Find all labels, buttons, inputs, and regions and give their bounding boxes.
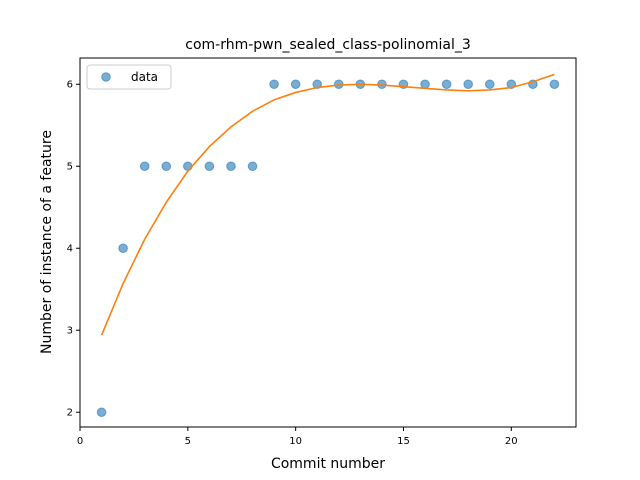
fit-line — [100, 73, 555, 336]
y-axis-label: Number of instance of a feature — [39, 130, 55, 354]
x-axis-label: Commit number — [271, 456, 385, 472]
x-tick-label: 0 — [77, 436, 83, 447]
legend-label: data — [131, 70, 158, 84]
x-tick-label: 15 — [397, 436, 410, 447]
plot-frame — [79, 57, 577, 428]
data-point — [269, 79, 279, 90]
data-point — [441, 79, 452, 90]
data-point — [183, 161, 193, 172]
x-tick-label: 20 — [505, 436, 518, 447]
legend-box — [86, 64, 172, 90]
x-tick-label: 10 — [289, 436, 302, 447]
plot-marks — [96, 73, 560, 418]
legend: data — [86, 64, 172, 90]
data-point — [484, 79, 495, 90]
y-tick-label: 6 — [67, 80, 73, 91]
data-point — [420, 79, 430, 90]
data-point — [247, 161, 258, 172]
data-point — [96, 407, 107, 418]
data-point — [161, 161, 172, 172]
data-point — [312, 79, 323, 90]
y-tick-label: 2 — [67, 408, 73, 419]
data-point — [204, 161, 215, 172]
data-point — [139, 161, 150, 172]
data-point — [226, 161, 236, 172]
data-point — [549, 79, 560, 90]
y-axis-ticks: 2 3 4 5 6 — [67, 80, 80, 419]
x-axis-ticks: 0 5 10 15 20 — [77, 427, 518, 447]
chart-title: com-rhm-pwn_sealed_class-polinomial_3 — [185, 37, 471, 53]
y-tick-label: 5 — [67, 162, 73, 173]
data-point — [463, 79, 473, 90]
data-point — [290, 79, 301, 90]
y-tick-label: 3 — [67, 326, 73, 337]
x-tick-label: 5 — [185, 436, 191, 447]
legend-marker — [101, 72, 111, 82]
data-point — [118, 243, 128, 254]
y-tick-label: 4 — [67, 244, 73, 255]
